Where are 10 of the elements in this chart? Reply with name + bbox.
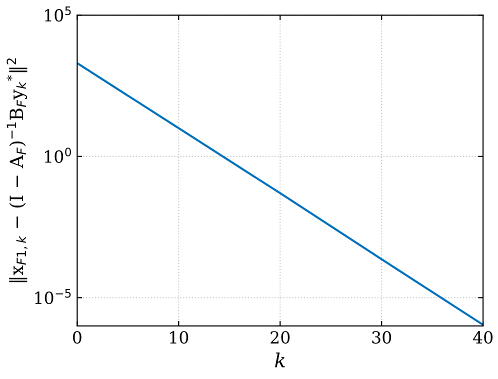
x-tick-label: 10	[170, 331, 188, 344]
x-tick-label: 0	[72, 331, 82, 344]
y-tick-label: 10$^{5}$	[45, 6, 71, 22]
x-tick-label: 30	[372, 331, 392, 344]
y-tick-label: 10$^{0}$	[45, 148, 72, 163]
y-tick-label: 10$^{−5}$	[35, 289, 71, 304]
x-axis-title: k	[275, 352, 285, 368]
x-tick-label: 40	[472, 331, 493, 344]
text: ‖x$_{F1,k}$ − (I − A$_{F}$)$^{−1}$B$_{F}$y$_{k}$$^{*}$‖$^{2}$	[6, 58, 28, 282]
x-tick-label: 20	[270, 331, 290, 344]
